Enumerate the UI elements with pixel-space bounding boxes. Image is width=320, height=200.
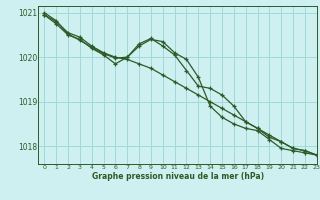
X-axis label: Graphe pression niveau de la mer (hPa): Graphe pression niveau de la mer (hPa) [92,172,264,181]
